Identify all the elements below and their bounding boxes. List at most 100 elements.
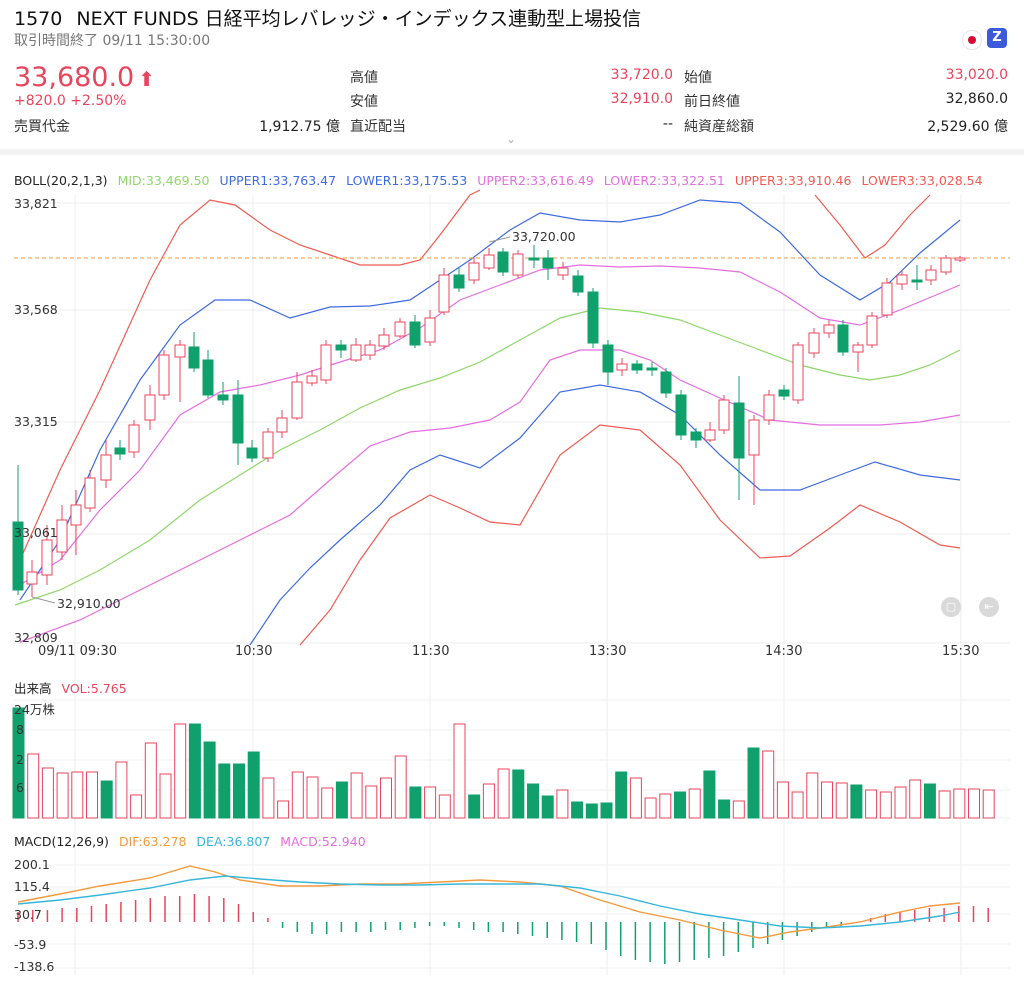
candle-body	[468, 262, 480, 281]
candle-body	[84, 477, 96, 509]
candle-body	[718, 399, 730, 431]
volume-bar	[203, 741, 216, 819]
volume-bar	[409, 786, 422, 819]
boll-lower2: LOWER2:33,322.51	[603, 173, 725, 188]
candle-body	[631, 363, 643, 371]
macd-y-tick: 115.4	[14, 879, 50, 894]
volume-title: 出来高	[14, 681, 52, 696]
x-tick: 09/11 09:30	[38, 644, 118, 659]
candle-body	[26, 571, 38, 585]
last-price-value: 33,680.0	[14, 62, 135, 93]
volume-bar	[41, 767, 54, 819]
candle-body	[128, 424, 140, 453]
high-label: 高値	[350, 70, 378, 86]
nav-value: 2,529.60 億	[927, 119, 1008, 135]
dea-line	[17, 875, 961, 929]
boll-lower1: LOWER1:33,175.53	[346, 173, 468, 188]
x-tick: 11:30	[412, 644, 450, 659]
candle-body	[158, 354, 170, 396]
candle-body	[364, 344, 376, 356]
boll-upper1: UPPER1:33,763.47	[219, 173, 337, 188]
volume-bar	[27, 753, 40, 819]
candle-body	[646, 367, 658, 371]
upper1-line	[19, 199, 961, 601]
volume-bar	[188, 723, 201, 819]
badge-icon[interactable]: Z	[987, 28, 1007, 48]
candle-body	[276, 417, 288, 433]
volume-bar	[56, 772, 69, 819]
volume-bar	[953, 788, 966, 819]
volume-bar	[762, 750, 775, 819]
volume-bar	[453, 723, 466, 819]
candle-body	[56, 519, 68, 553]
up-arrow-icon: ⬆	[138, 67, 155, 91]
upper2-line	[19, 264, 961, 586]
ticker-code: 1570	[14, 8, 63, 30]
japan-flag-icon	[962, 30, 982, 50]
dif-line	[17, 865, 961, 939]
volume-bar	[247, 751, 260, 819]
x-tick: 10:30	[235, 644, 273, 659]
volume-bar	[674, 791, 686, 819]
reset-icon[interactable]: ⇤	[979, 597, 999, 617]
prev-close-value: 32,860.0	[945, 91, 1008, 107]
macd-y-tick: 30.7	[14, 907, 42, 922]
lower2-line	[19, 349, 961, 643]
volume-bar	[497, 768, 510, 819]
candle-body	[954, 257, 966, 261]
boll-legend: BOLL(20,2,1,3) MID:33,469.50 UPPER1:33,763…	[14, 173, 993, 188]
macd-macd: MACD:52.940	[280, 834, 366, 849]
volume-bar	[688, 788, 701, 819]
candle-body	[335, 344, 347, 351]
candle-body	[528, 257, 540, 261]
volume-bar	[86, 771, 98, 819]
candle-body	[394, 321, 406, 337]
nav-label: 純資産総額	[684, 119, 754, 135]
candle-body	[557, 267, 569, 276]
volume-bar	[718, 799, 731, 819]
boll-mid: MID:33,469.50	[117, 173, 210, 188]
chevron-down-icon[interactable]: ⌄	[506, 132, 517, 146]
macd-dea: DEA:36.807	[196, 834, 271, 849]
macd-legend: MACD(12,26,9) DIF:63.278 DEA:36.807 MACD:52…	[14, 834, 376, 849]
candle-body	[940, 257, 952, 273]
volume-bar	[438, 794, 451, 819]
volume-bar	[71, 771, 84, 819]
low-value: 32,910.0	[610, 91, 673, 107]
x-tick: 14:30	[765, 644, 803, 659]
candle-body	[808, 332, 820, 354]
volume-bar	[218, 763, 231, 819]
fullscreen-icon[interactable]: ▢	[941, 597, 961, 617]
volume-bar	[806, 772, 819, 819]
candle-body	[453, 274, 465, 289]
page-title: 1570 NEXT FUNDS 日経平均レバレッジ・インデックス連動型上場投信	[14, 4, 641, 31]
macd-title: MACD(12,26,9)	[14, 834, 109, 849]
low-annotation: 32,910.00	[57, 596, 121, 611]
volume-tick: 2	[16, 752, 24, 767]
volume-bar	[894, 786, 907, 819]
candle-body	[291, 381, 303, 419]
trading-value-label: 売買代金	[14, 119, 70, 135]
volume-bar	[541, 795, 554, 819]
section-divider	[0, 149, 1024, 155]
upper3-line	[19, 189, 481, 561]
open-value: 33,020.0	[945, 67, 1008, 83]
candle-body	[733, 402, 745, 459]
macd-y-tick: -53.9	[14, 937, 47, 952]
volume-bar	[174, 723, 187, 819]
candle-body	[438, 274, 450, 313]
candle-body	[483, 254, 495, 269]
prev-close-label: 前日終値	[684, 94, 740, 110]
volume-bar	[482, 783, 495, 819]
volume-bar	[144, 742, 157, 819]
candle-body	[911, 279, 923, 283]
candle-body	[246, 447, 258, 459]
candle-body	[144, 394, 156, 421]
candle-body	[41, 539, 53, 576]
candle-body	[660, 371, 672, 394]
volume-bar	[100, 780, 113, 819]
annotation-leader	[31, 596, 56, 604]
macd-dif: DIF:63.278	[118, 834, 187, 849]
volume-bar	[865, 789, 878, 819]
